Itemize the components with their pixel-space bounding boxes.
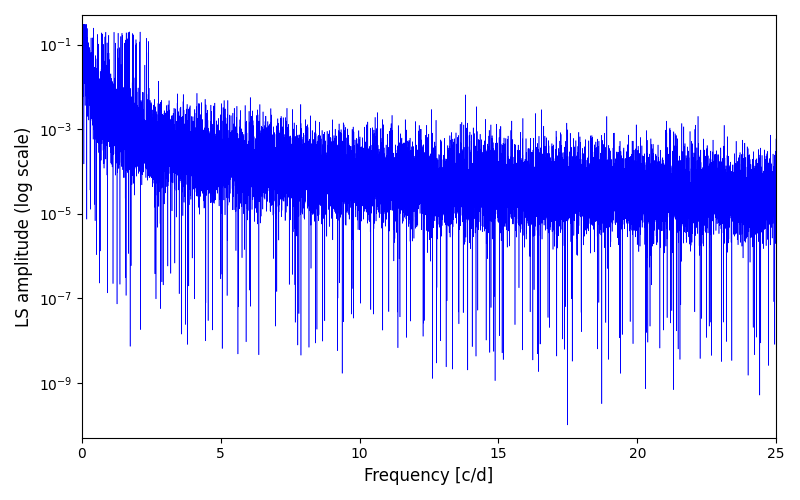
X-axis label: Frequency [c/d]: Frequency [c/d] (364, 467, 494, 485)
Y-axis label: LS amplitude (log scale): LS amplitude (log scale) (15, 126, 33, 326)
